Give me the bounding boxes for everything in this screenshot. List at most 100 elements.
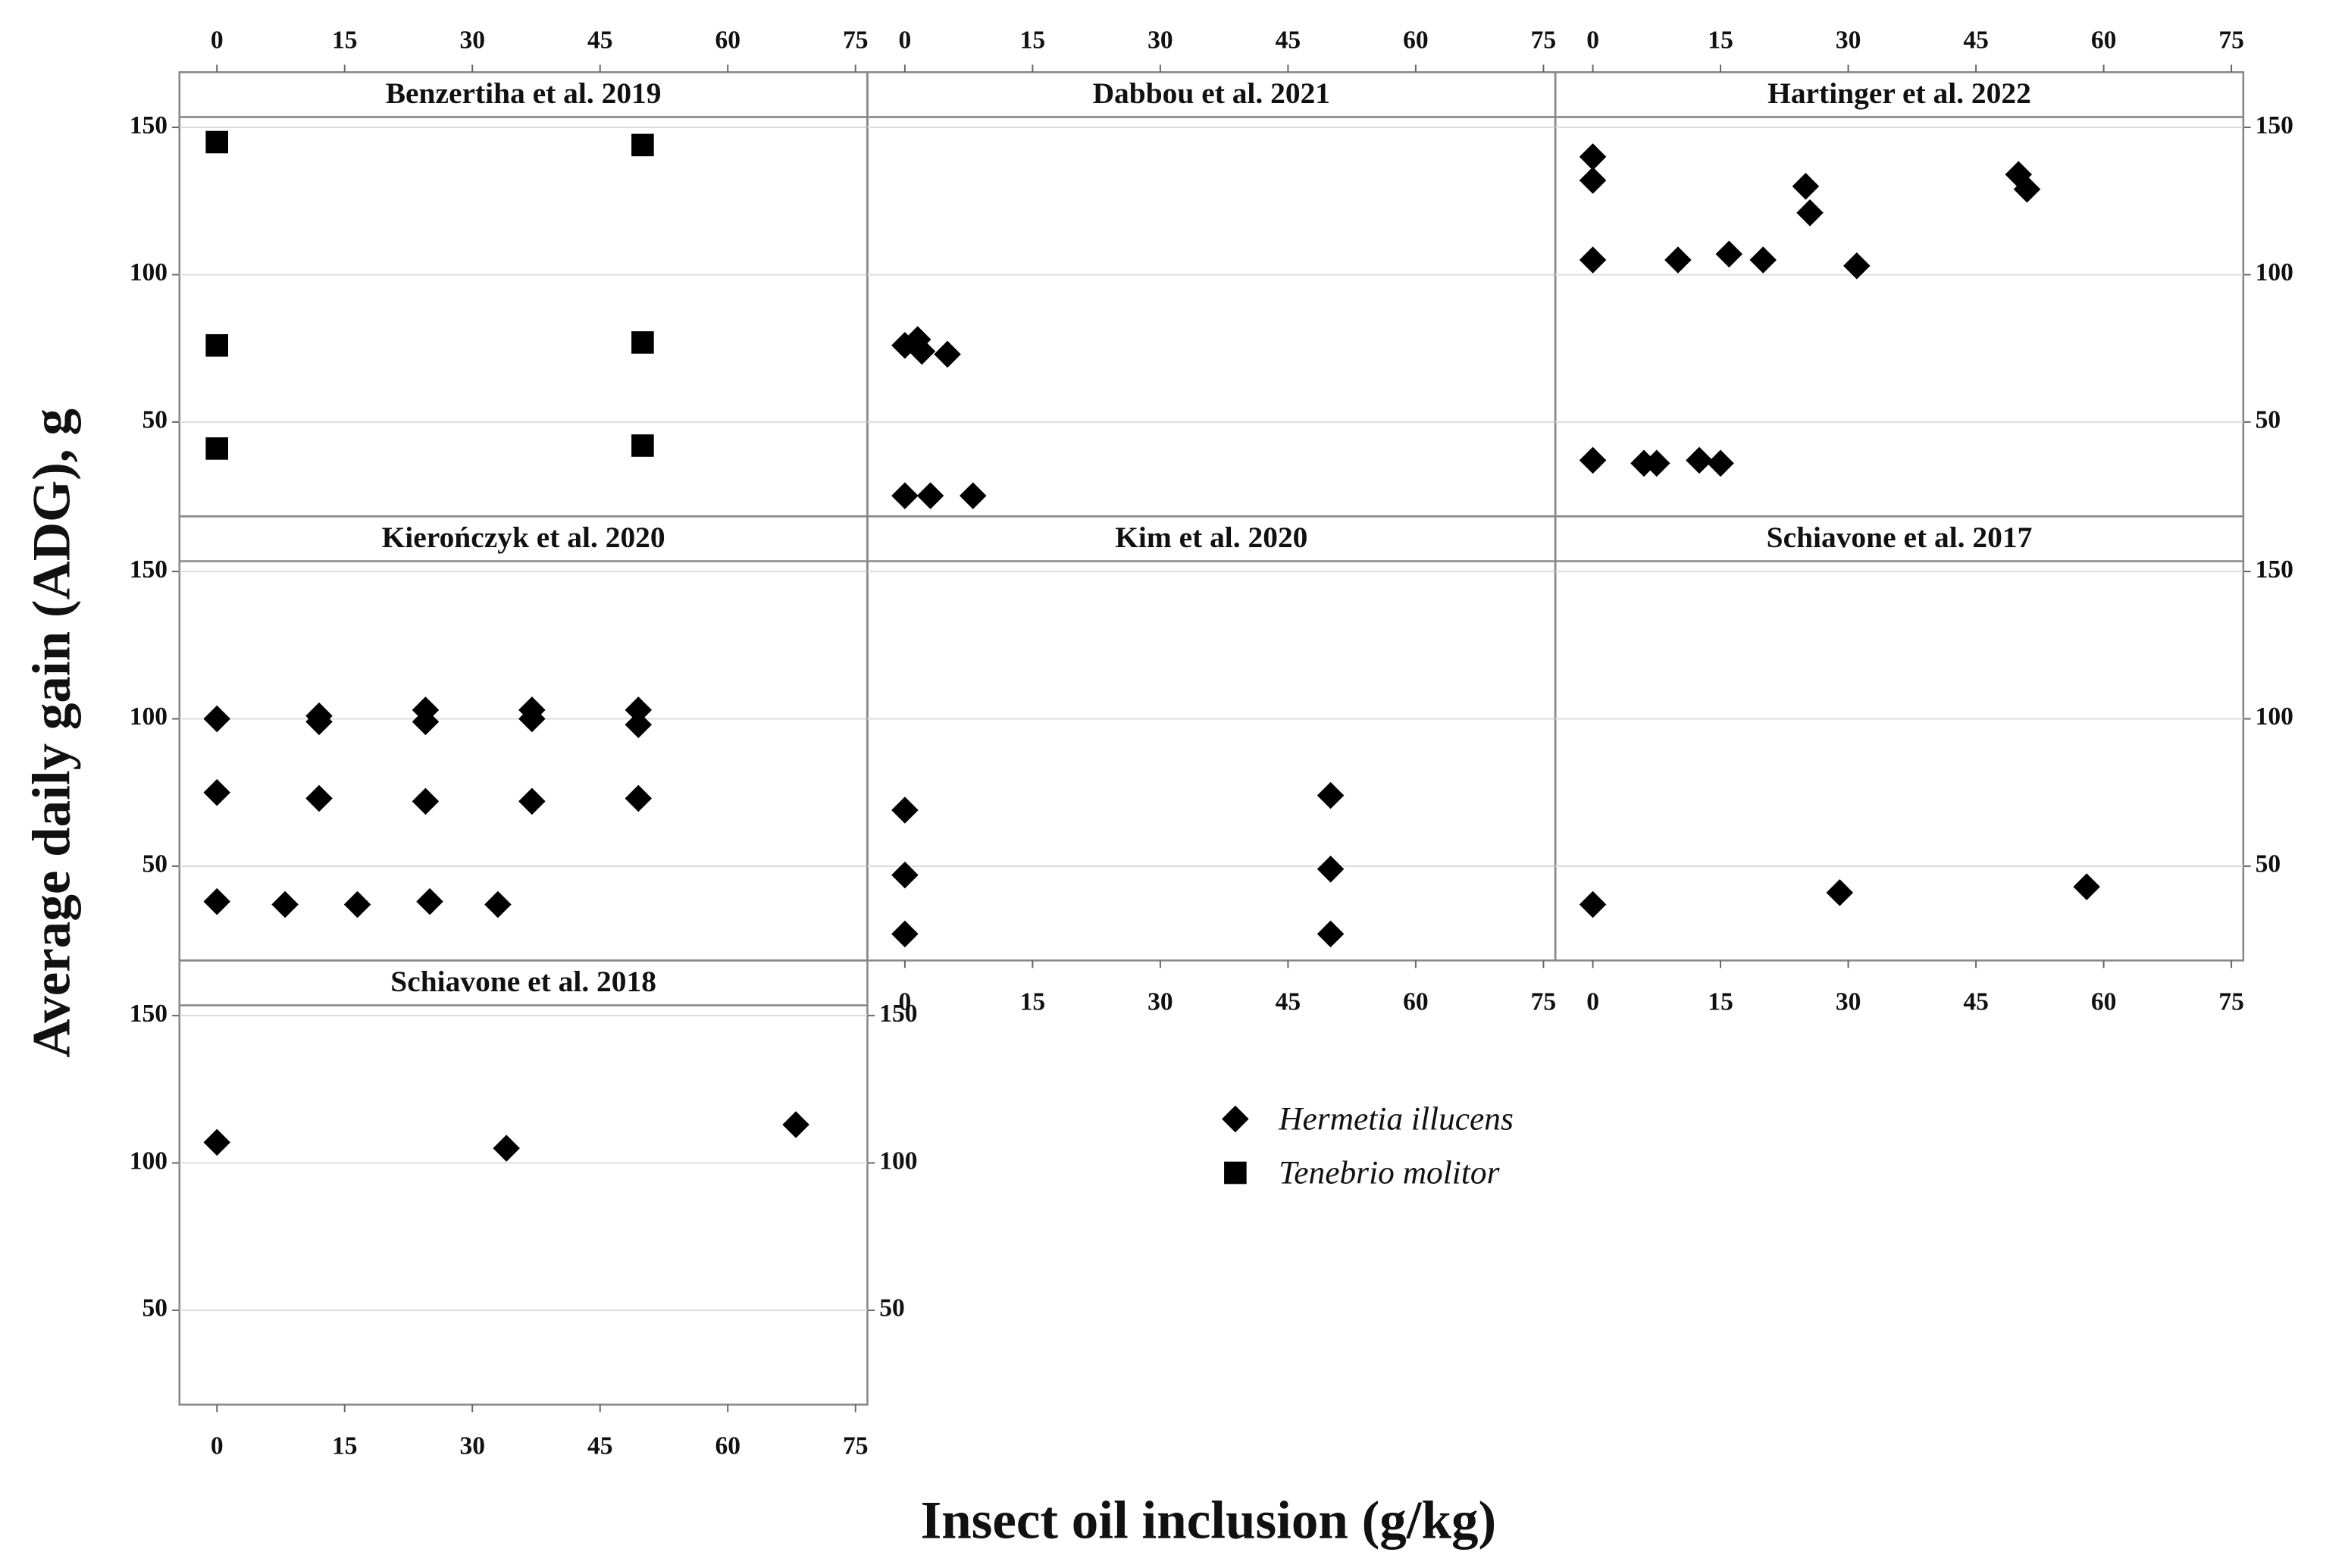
y-tick-label: 50 [2256, 850, 2281, 878]
diamond-marker [1826, 879, 1854, 906]
y-tick-label: 100 [130, 703, 168, 731]
x-tick-label: 30 [1147, 26, 1173, 54]
diamond-marker [1686, 446, 1713, 474]
x-tick-label: 75 [843, 26, 869, 54]
diamond-marker [1317, 856, 1345, 883]
y-tick-label: 50 [142, 1294, 168, 1322]
x-tick-label: 75 [2218, 26, 2244, 54]
x-tick-label: 0 [899, 987, 912, 1016]
diamond-marker [1579, 890, 1607, 919]
panel-title: Schiavone et al. 2017 [1767, 521, 2033, 554]
diamond-marker [1796, 199, 1824, 227]
panel-title: Hartinger et al. 2022 [1767, 77, 2031, 110]
diamond-marker [518, 705, 546, 733]
x-tick-label: 60 [715, 1432, 740, 1460]
legend-marker [1222, 1105, 1249, 1133]
diamond-marker [891, 920, 919, 948]
diamond-marker [484, 890, 512, 919]
x-tick-label: 15 [332, 1432, 358, 1460]
diamond-marker [891, 861, 919, 889]
diamond-marker [1579, 143, 1607, 171]
diamond-marker [203, 778, 230, 806]
x-tick-label: 15 [332, 26, 358, 54]
y-tick-label: 150 [2256, 111, 2293, 139]
diamond-marker [960, 482, 987, 509]
y-tick-label: 150 [130, 1000, 168, 1028]
x-tick-label: 60 [1403, 26, 1429, 54]
x-tick-label: 45 [1963, 26, 1989, 54]
y-tick-label: 150 [130, 111, 168, 139]
diamond-marker [2073, 873, 2100, 900]
panel-frame [1554, 70, 2245, 518]
x-tick-label: 0 [899, 26, 912, 54]
panel-title: Kierończyk et al. 2020 [382, 521, 665, 554]
x-tick-label: 0 [1586, 987, 1599, 1016]
diamond-marker [271, 890, 299, 919]
diamond-marker [1715, 240, 1743, 268]
diamond-marker [1792, 173, 1820, 200]
y-axis-title: Average daily gain (ADG), g [22, 408, 81, 1058]
panel-frame [178, 70, 869, 518]
x-tick-label: 0 [211, 1432, 224, 1460]
y-tick-label: 150 [2256, 556, 2293, 584]
y-tick-label: 50 [142, 850, 168, 878]
x-tick-label: 45 [1276, 26, 1301, 54]
diamond-marker [1643, 449, 1670, 477]
x-tick-label: 60 [2091, 26, 2117, 54]
diamond-marker [891, 797, 919, 824]
diamond-marker [1317, 920, 1345, 948]
diamond-marker [1664, 246, 1692, 274]
diamond-marker [1579, 446, 1607, 474]
diamond-marker [412, 787, 440, 815]
diamond-marker [203, 887, 230, 915]
y-tick-label: 50 [879, 1294, 905, 1322]
diamond-marker [782, 1111, 809, 1138]
diamond-marker [343, 890, 371, 919]
y-tick-label: 100 [879, 1147, 917, 1175]
diamond-marker [1749, 246, 1777, 274]
diamond-marker [203, 1128, 230, 1156]
diamond-marker [891, 482, 919, 509]
x-tick-label: 15 [1708, 26, 1733, 54]
x-tick-label: 30 [1836, 26, 1861, 54]
diamond-marker [305, 784, 333, 812]
diamond-marker [1579, 167, 1607, 194]
x-tick-label: 60 [2091, 987, 2117, 1016]
x-tick-label: 60 [1403, 987, 1429, 1016]
panel-frame [866, 515, 1557, 962]
diamond-marker [416, 887, 443, 915]
y-tick-label: 150 [130, 556, 168, 584]
square-marker [631, 133, 654, 157]
diamond-marker [493, 1135, 520, 1162]
square-marker [631, 434, 654, 457]
y-tick-label: 50 [2256, 406, 2281, 434]
square-marker [631, 331, 654, 354]
panel-frame [866, 70, 1557, 518]
y-tick-label: 150 [879, 1000, 917, 1028]
x-tick-label: 15 [1708, 987, 1733, 1016]
diamond-marker [203, 705, 230, 733]
x-tick-label: 75 [2218, 987, 2244, 1016]
panel-title: Dabbou et al. 2021 [1093, 77, 1330, 110]
legend-marker [1224, 1161, 1247, 1185]
legend-label: Hermetia illucens [1278, 1100, 1514, 1137]
square-marker [205, 130, 229, 154]
diamond-marker [934, 340, 961, 368]
x-tick-label: 30 [1836, 987, 1861, 1016]
diamond-marker [916, 482, 944, 509]
y-tick-label: 100 [130, 258, 168, 286]
diamond-marker [1579, 246, 1607, 274]
x-tick-label: 30 [459, 1432, 485, 1460]
x-tick-label: 75 [1531, 26, 1557, 54]
x-tick-label: 15 [1020, 987, 1046, 1016]
x-tick-label: 75 [843, 1432, 869, 1460]
diamond-marker [625, 784, 653, 812]
square-marker [205, 333, 229, 357]
panel-title: Benzertiha et al. 2019 [386, 77, 662, 110]
diamond-marker [2013, 175, 2041, 203]
x-axis-title: Insect oil inclusion (g/kg) [921, 1491, 1497, 1551]
legend-label: Tenebrio molitor [1279, 1154, 1501, 1191]
x-tick-label: 30 [1147, 987, 1173, 1016]
